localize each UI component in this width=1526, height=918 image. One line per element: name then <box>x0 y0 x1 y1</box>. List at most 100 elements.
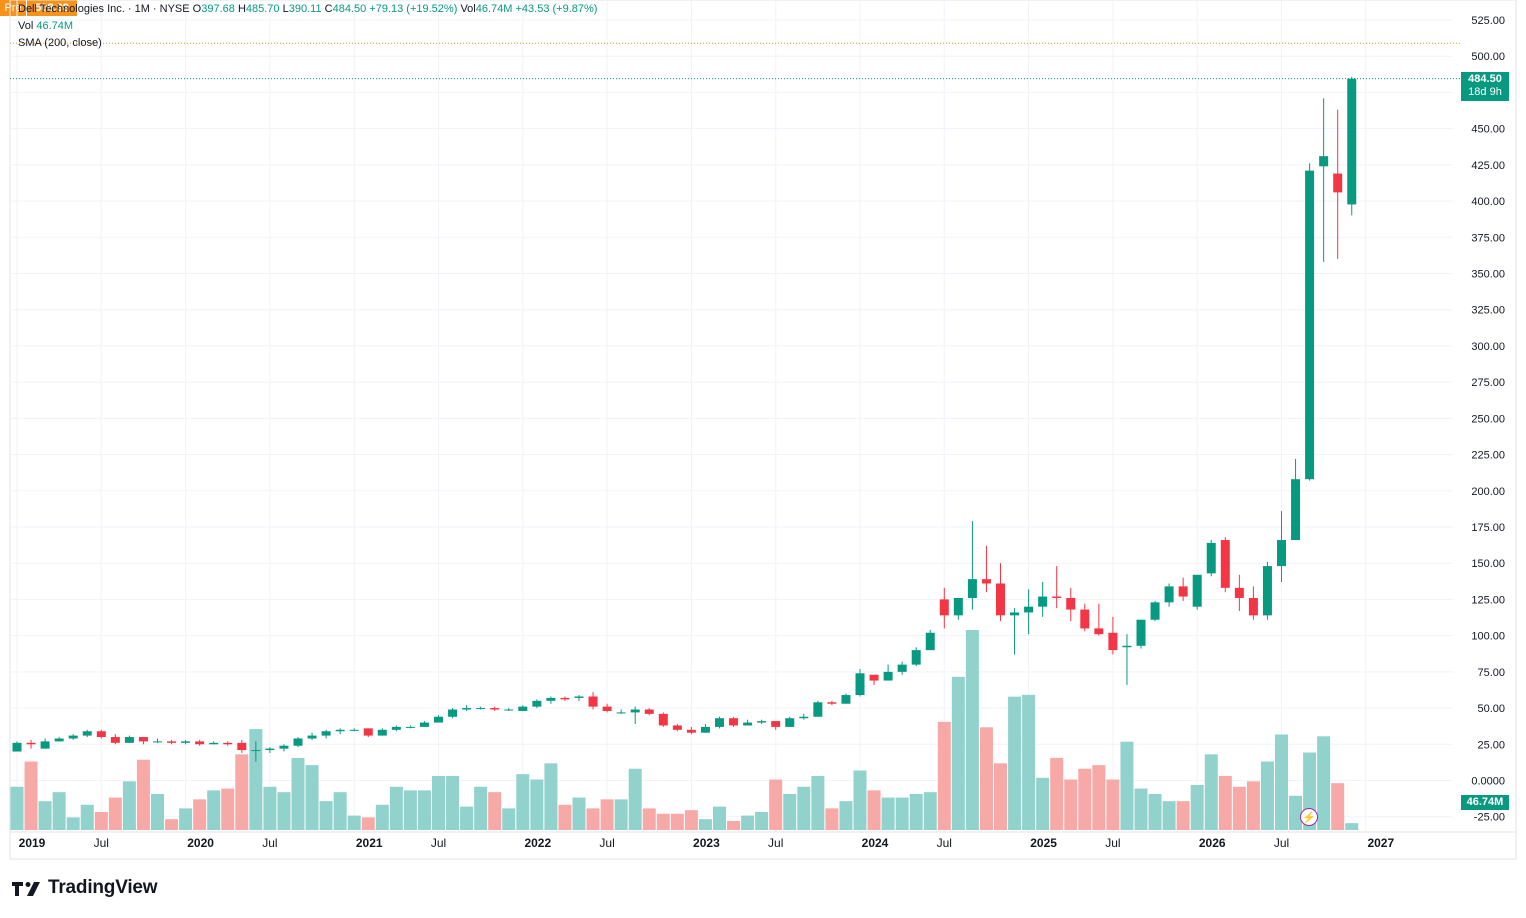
reference-lines <box>10 42 1460 80</box>
price-tick-label: 450.00 <box>1471 124 1505 136</box>
candle-body <box>953 597 963 616</box>
candle-body <box>1192 574 1202 607</box>
candle-body <box>813 702 823 717</box>
candle-body <box>981 579 991 584</box>
candle-body <box>771 721 781 727</box>
candle-body <box>1206 542 1216 574</box>
volume-bar <box>403 790 417 830</box>
volume-bar <box>727 820 741 830</box>
candle-body <box>1052 596 1062 598</box>
candle-body <box>1305 170 1315 480</box>
candle-body <box>110 737 120 743</box>
volume-bar <box>319 801 333 830</box>
time-tick-label: Jul <box>431 836 446 850</box>
time-tick-label: 2025 <box>1030 836 1057 850</box>
volume-bar <box>165 819 179 830</box>
volume-bar <box>839 801 853 830</box>
volume-bar <box>642 808 656 830</box>
candle-body <box>996 583 1005 616</box>
candle-body <box>124 737 134 743</box>
tradingview-wordmark: TradingView <box>48 877 158 898</box>
volume-bar <box>249 729 263 830</box>
volume-indicator-legend[interactable]: Vol 46.74M <box>18 19 73 33</box>
volume-bar <box>52 792 66 830</box>
candle-body <box>700 726 710 733</box>
volume-bars <box>10 630 1359 830</box>
tradingview-logo[interactable]: TradingView <box>12 877 158 899</box>
open-value: 397.68 <box>201 3 235 15</box>
price-tick-label: 0.0000 <box>1471 776 1505 788</box>
last-price-tag: 484.50 18d 9h <box>1461 72 1509 101</box>
volume-bar <box>488 792 502 830</box>
candle-body <box>307 735 317 739</box>
symbol-title[interactable]: Dell Technologies Inc. · 1M · NYSE <box>18 3 190 15</box>
candle-body <box>153 741 162 743</box>
volume-bar <box>965 630 979 830</box>
candle-body <box>1178 586 1188 597</box>
volume-bar <box>614 799 628 830</box>
price-tick-label: 250.00 <box>1471 413 1505 425</box>
volume-bar <box>1204 754 1218 830</box>
candle-body <box>672 725 682 730</box>
candle-body <box>1080 609 1090 629</box>
time-tick-label: Jul <box>1274 836 1289 850</box>
volume-bar <box>1092 765 1106 830</box>
candle-body <box>757 721 767 723</box>
candle-body <box>490 708 500 710</box>
candle-body <box>462 708 472 710</box>
price-tick-label: 175.00 <box>1471 522 1505 534</box>
candle-body <box>1136 619 1146 646</box>
price-tick-label: 125.00 <box>1471 594 1505 606</box>
candle-body <box>630 709 640 713</box>
candle-body <box>729 718 739 726</box>
volume-bar <box>151 793 164 830</box>
candle-body <box>602 706 612 711</box>
candle-body <box>405 726 415 728</box>
volume-bar <box>207 790 221 830</box>
lightning-icon[interactable]: ⚡ <box>1300 808 1318 826</box>
candle-body <box>68 735 78 739</box>
volume-bar <box>1275 734 1288 830</box>
sma-indicator-legend[interactable]: SMA (200, close) <box>18 36 102 50</box>
price-tick-label: 25.00 <box>1477 739 1505 751</box>
volume-bar <box>193 799 207 830</box>
volume-bar <box>937 721 951 830</box>
candle-body <box>532 700 542 707</box>
time-tick-label: 2022 <box>524 836 551 850</box>
volume-bar <box>94 811 108 830</box>
volume-bar <box>375 804 389 830</box>
candle-body <box>293 738 303 746</box>
volume-bar <box>895 797 909 830</box>
volume-bar <box>698 819 712 830</box>
volume-bar <box>951 676 965 830</box>
volume-bar <box>136 759 150 830</box>
premarket-price-tag: Pre 508.98 <box>0 0 77 16</box>
volume-bar <box>333 792 347 830</box>
candle-body <box>167 741 177 743</box>
price-axis[interactable]: 525.00500.00475.00450.00425.00400.00375.… <box>1471 15 1505 824</box>
price-tick-label: 350.00 <box>1471 269 1505 281</box>
candle-body <box>1024 606 1034 613</box>
volume-bar <box>867 790 881 830</box>
candle-body <box>82 731 92 736</box>
volume-bar <box>66 817 80 830</box>
volume-bar <box>1036 777 1050 830</box>
volume-bar <box>558 804 572 830</box>
candle-body <box>1164 586 1174 603</box>
volume-bar <box>460 806 474 830</box>
price-tick-label: 500.00 <box>1471 51 1505 63</box>
volume-bar <box>263 786 277 830</box>
close-value: 484.50 <box>332 3 367 15</box>
price-tick-label: 275.00 <box>1471 377 1505 389</box>
candle-body <box>715 718 724 727</box>
candle-body <box>26 742 36 745</box>
time-axis[interactable]: 2019 Jul 2020 Jul 2021 Jul 2022 Jul 2023 Jul 2024 J… <box>19 836 1395 850</box>
candle-body <box>504 709 514 711</box>
volume-bar <box>797 786 811 830</box>
candle-body <box>335 729 345 732</box>
premarket-value: 508.98 <box>27 0 77 16</box>
candle-body <box>1262 566 1272 616</box>
candle-body <box>574 696 584 698</box>
candle-body <box>686 729 696 733</box>
